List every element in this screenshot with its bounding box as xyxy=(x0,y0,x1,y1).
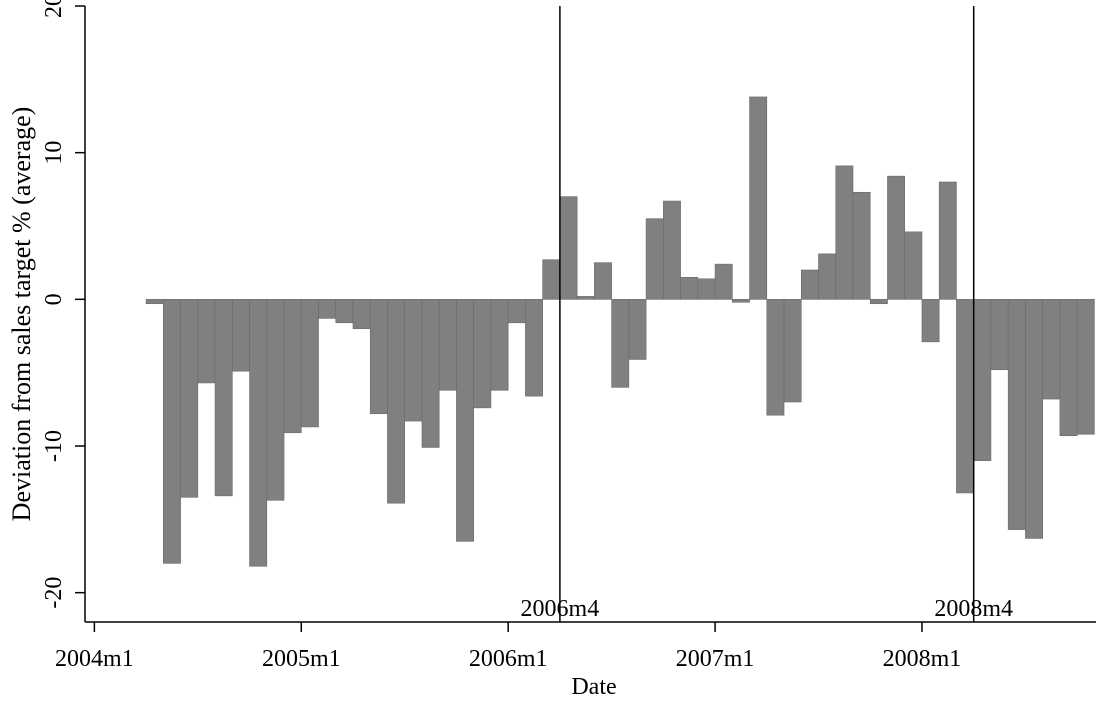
reference-line-label-2006m4: 2006m4 xyxy=(521,596,600,622)
bar-2007m9 xyxy=(852,191,871,300)
bar-2004m9 xyxy=(232,299,250,372)
x-axis-label: Date xyxy=(571,674,616,699)
x-tick-label-2006m1: 2006m1 xyxy=(469,646,548,672)
bar-2008m3 xyxy=(956,299,974,494)
bar-2007m7 xyxy=(818,253,837,300)
bar-2004m6 xyxy=(180,299,199,498)
bar-2007m12 xyxy=(904,231,923,300)
bar-2005m9 xyxy=(438,299,457,391)
bar-2005m10 xyxy=(456,299,474,542)
bar-2004m12 xyxy=(283,299,302,434)
bar-2006m10 xyxy=(663,200,681,300)
bar-2005m3 xyxy=(335,299,354,324)
bar-2008m6 xyxy=(1007,299,1026,530)
bar-2004m11 xyxy=(266,299,285,501)
bar-2007m4 xyxy=(766,299,785,416)
bar-2008m10 xyxy=(1076,299,1095,435)
bar-2005m6 xyxy=(387,299,406,504)
x-tick-label-2008m1: 2008m1 xyxy=(883,646,962,672)
x-tick-label-2004m1: 2004m1 xyxy=(55,646,134,672)
bar-2004m5 xyxy=(163,299,181,564)
bars-layer xyxy=(145,96,1095,567)
bar-2008m8 xyxy=(1042,299,1061,400)
bar-2005m12 xyxy=(490,299,509,391)
bar-2007m10 xyxy=(869,299,888,305)
bar-2005m1 xyxy=(300,299,319,428)
bar-2005m5 xyxy=(369,299,388,415)
bar-2006m1 xyxy=(507,299,526,324)
bar-2006m6 xyxy=(594,262,612,300)
bar-2007m1 xyxy=(714,263,733,300)
bar-2008m5 xyxy=(990,299,1009,371)
bar-2005m8 xyxy=(421,299,440,448)
bar-2006m2 xyxy=(525,299,543,397)
y-tick-label-0: 0 xyxy=(41,293,67,305)
bar-2004m10 xyxy=(249,299,268,567)
y-tick-label--10: -10 xyxy=(41,430,67,462)
bar-2006m7 xyxy=(611,299,630,388)
bar-2008m7 xyxy=(1025,299,1043,539)
reference-line-label-2008m4: 2008m4 xyxy=(934,596,1013,622)
x-tick-label-2007m1: 2007m1 xyxy=(676,646,755,672)
bar-2005m11 xyxy=(473,299,492,409)
bar-2007m11 xyxy=(887,175,906,300)
bar-2006m4 xyxy=(559,196,578,300)
bar-2004m4 xyxy=(145,299,164,305)
reference-lines-layer: 2006m4 2008m4 xyxy=(521,6,1013,622)
bar-2007m8 xyxy=(835,165,854,300)
bar-2006m3 xyxy=(542,259,561,300)
bar-2005m4 xyxy=(352,299,371,329)
bar-2006m8 xyxy=(628,299,647,360)
bar-2007m2 xyxy=(732,299,750,303)
bar-2007m5 xyxy=(783,299,802,403)
bar-2005m2 xyxy=(318,299,337,319)
bar-2008m4 xyxy=(973,299,992,461)
bar-2005m7 xyxy=(404,299,423,422)
y-tick-label--20: -20 xyxy=(41,577,67,609)
bar-2004m7 xyxy=(197,299,216,384)
axes-layer: -20 -10 0 10 20 2004m1 2005m1 2006m1 2007m1 2008m… xyxy=(41,0,1096,672)
bar-2008m9 xyxy=(1059,299,1078,437)
y-axis-label: Deviation from sales target % (average) xyxy=(7,107,36,522)
bar-2006m9 xyxy=(645,218,664,300)
y-tick-label-20: 20 xyxy=(41,0,67,18)
bar-2008m1 xyxy=(921,299,940,343)
bar-2006m12 xyxy=(697,278,716,300)
bar-2008m2 xyxy=(938,181,957,300)
bar-2006m5 xyxy=(576,296,595,300)
bar-2006m11 xyxy=(680,277,699,300)
bar-2007m6 xyxy=(800,269,819,300)
bar-2007m3 xyxy=(749,96,768,300)
y-tick-label-10: 10 xyxy=(41,141,67,165)
x-tick-label-2005m1: 2005m1 xyxy=(262,646,341,672)
bar-2004m8 xyxy=(214,299,233,497)
